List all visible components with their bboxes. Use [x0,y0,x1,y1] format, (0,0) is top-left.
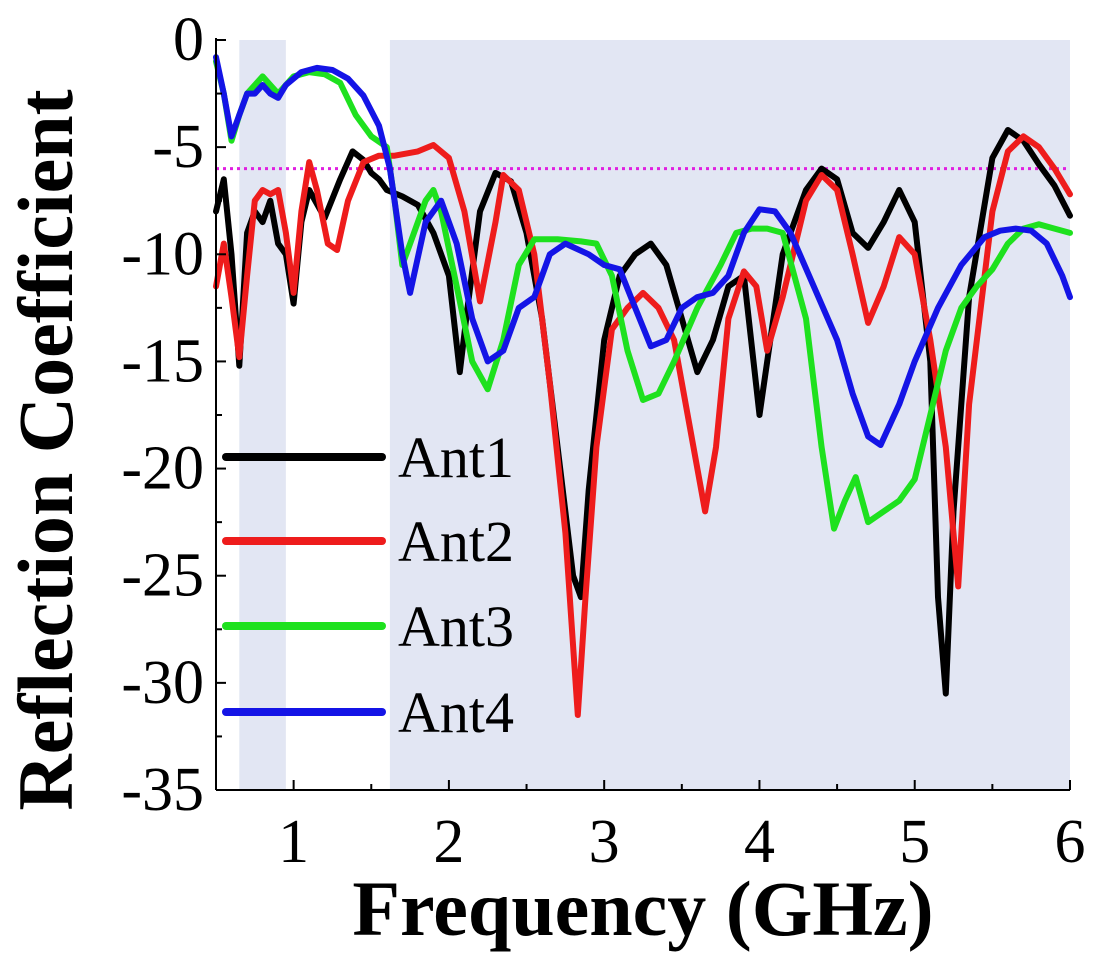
legend-item-ant3: Ant3 [222,594,514,659]
y-tick-label: -25 [121,542,204,610]
legend-item-ant2: Ant2 [222,509,514,574]
x-tick-label: 2 [433,808,464,876]
y-tick-label: -35 [121,756,204,824]
legend-item-ant1: Ant1 [222,425,514,490]
legend-label: Ant4 [398,680,514,745]
x-tick-label: 1 [278,808,309,876]
series-line-ant2 [213,133,1073,718]
tick-marks [215,39,1071,791]
shaded-bands [239,40,1070,790]
y-tick-label: -5 [152,113,204,181]
series-line-ant4 [213,54,1073,448]
y-tick-label: -30 [121,649,204,717]
legend-label: Ant3 [398,594,514,659]
x-tick-label: 3 [589,808,620,876]
legend-label: Ant1 [398,425,514,490]
legend: Ant1 Ant2 Ant3 Ant4 [222,425,514,745]
y-tick-label: -10 [121,220,204,288]
shaded-band-2 [389,40,1070,790]
legend-item-ant4: Ant4 [222,680,514,745]
shaded-band-1 [239,40,286,790]
y-axis-title: Reflection Coefficient [2,89,89,810]
y-tick-label: -15 [121,327,204,395]
series-line-ant3 [213,58,1073,532]
y-tick-label: 0 [173,6,204,74]
x-tick-label: 4 [744,808,775,876]
x-tick-label: 5 [899,808,930,876]
series-lines [213,54,1073,718]
legend-label: Ant2 [398,509,514,574]
x-tick-label: 6 [1055,808,1086,876]
x-axis-title: Frequency (GHz) [352,865,933,952]
tick-labels: 1 2 3 4 5 6 0 -5 -10 -15 -20 -25 -30 -35 [121,6,1085,876]
y-tick-label: -20 [121,435,204,503]
